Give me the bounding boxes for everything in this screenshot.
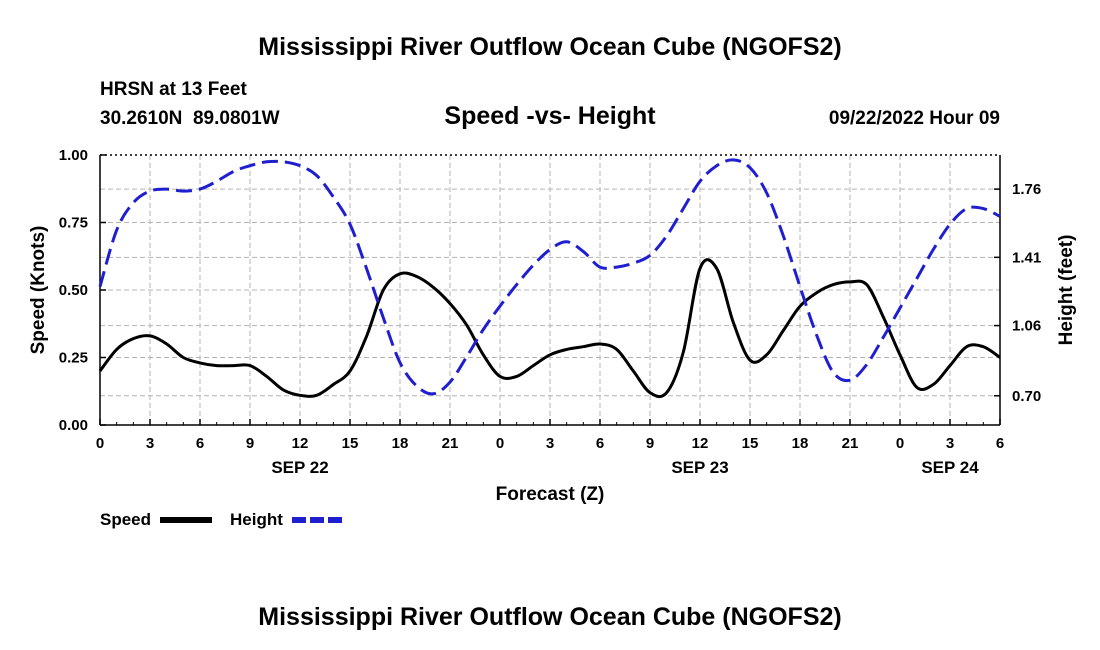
station-name: HRSN at 13 Feet: [100, 79, 247, 100]
x-tick-label: 0: [96, 435, 104, 452]
x-tick-label: 3: [146, 435, 154, 452]
x-tick-label: 15: [742, 435, 759, 452]
x-tick-label: 6: [596, 435, 604, 452]
legend-height-label: Height: [230, 510, 283, 529]
x-date-label: SEP 22: [271, 458, 328, 477]
x-tick-label: 15: [342, 435, 359, 452]
x-tick-label: 18: [792, 435, 809, 452]
x-tick-label: 3: [946, 435, 954, 452]
grid-lines: [100, 155, 1000, 425]
y2-tick-label: 1.76: [1012, 181, 1041, 198]
y2-tick-label: 0.70: [1012, 388, 1041, 405]
y2-tick-label: 1.06: [1012, 318, 1041, 335]
station-datetime: 09/22/2022 Hour 09: [829, 108, 1000, 129]
y-tick-label: 0.75: [59, 215, 88, 232]
x-tick-label: 6: [996, 435, 1004, 452]
footer-title: Mississippi River Outflow Ocean Cube (NG…: [258, 603, 841, 631]
x-tick-label: 3: [546, 435, 554, 452]
x-tick-label: 12: [292, 435, 309, 452]
legend: Speed Height: [100, 510, 342, 529]
x-tick-label: 12: [692, 435, 709, 452]
x-date-label: SEP 23: [671, 458, 728, 477]
series-line-height: [98, 158, 1001, 396]
station-coords: 30.2610N 89.0801W: [100, 108, 280, 129]
x-tick-label: 9: [646, 435, 654, 452]
series-line-speed: [98, 258, 1001, 399]
x-tick-label: 18: [392, 435, 409, 452]
y-tick-label: 1.00: [59, 147, 88, 164]
y2-axis-label: Height (feet): [1056, 235, 1077, 346]
y2-tick-label: 1.41: [1012, 249, 1041, 266]
x-tick-label: 21: [442, 435, 459, 452]
y-axis-right: 0.70 1.06 1.41 1.76: [994, 181, 1041, 405]
x-tick-label: 0: [896, 435, 904, 452]
x-tick-label: 9: [246, 435, 254, 452]
x-tick-label: 6: [196, 435, 204, 452]
x-tick-label: 21: [842, 435, 859, 452]
legend-speed-label: Speed: [100, 510, 151, 529]
x-axis: 0 3 6 9 12 15 18 21 0 3 6 9 12 15 18 21 0 3 6 SEP 22 SEP 23 S…: [96, 419, 1004, 477]
series-lines: [98, 158, 1001, 399]
x-date-label: SEP 24: [921, 458, 979, 477]
x-axis-label: Forecast (Z): [496, 484, 605, 505]
y-axis-left: 0.00 0.25 0.50 0.75 1.00: [59, 147, 106, 434]
chart-title: Speed -vs- Height: [444, 102, 656, 130]
y-tick-label: 0.25: [59, 350, 88, 367]
y-tick-label: 0.50: [59, 282, 88, 299]
x-tick-label: 0: [496, 435, 504, 452]
y-tick-label: 0.00: [59, 417, 88, 434]
main-title: Mississippi River Outflow Ocean Cube (NG…: [258, 33, 841, 61]
y-axis-label: Speed (Knots): [28, 226, 49, 355]
